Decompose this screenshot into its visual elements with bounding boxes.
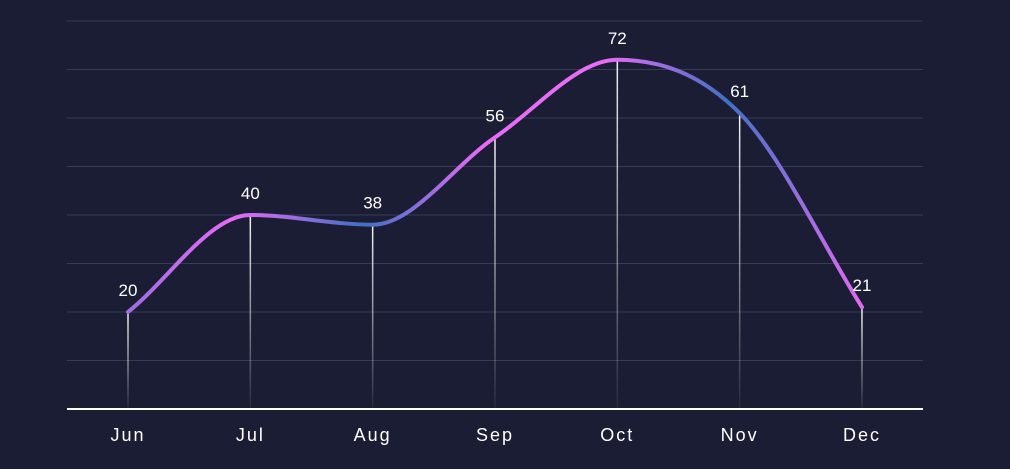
data-label-dec: 21 <box>853 276 872 295</box>
tick-label-sep: Sep <box>476 425 514 445</box>
data-label-sep: 56 <box>486 106 505 125</box>
data-labels: 20 40 38 56 72 61 21 <box>119 29 872 300</box>
tick-label-jun: Jun <box>110 425 145 445</box>
data-label-jul: 40 <box>241 184 260 203</box>
tick-label-oct: Oct <box>600 425 634 445</box>
tick-label-nov: Nov <box>721 425 759 445</box>
tick-label-dec: Dec <box>843 425 881 445</box>
x-axis-tick-labels: Jun Jul Aug Sep Oct Nov Dec <box>110 425 881 445</box>
drop-lines <box>127 59 863 410</box>
data-label-aug: 38 <box>363 194 382 213</box>
series-line <box>126 57 864 314</box>
tick-label-aug: Aug <box>354 425 392 445</box>
tick-label-jul: Jul <box>236 425 265 445</box>
data-label-nov: 61 <box>730 82 749 101</box>
data-label-oct: 72 <box>608 29 627 48</box>
data-label-jun: 20 <box>119 281 138 300</box>
